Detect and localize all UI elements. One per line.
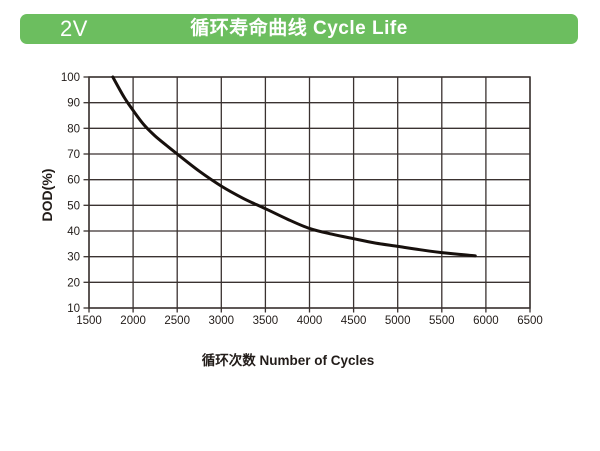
y-tick-label: 80 (67, 123, 80, 135)
chart-title: 循环寿命曲线 Cycle Life (190, 18, 408, 39)
x-tick-label: 4000 (297, 315, 323, 327)
y-tick-label: 20 (67, 277, 80, 289)
y-tick-label: 50 (67, 200, 80, 212)
header-bar: 2V 循环寿命曲线 Cycle Life (20, 14, 578, 44)
x-tick-label: 2000 (120, 315, 146, 327)
y-tick-label: 70 (67, 149, 80, 161)
y-tick-label: 90 (67, 98, 80, 110)
y-tick-label: 30 (67, 252, 80, 264)
x-tick-label: 4500 (341, 315, 367, 327)
plot-border (88, 76, 531, 309)
x-tick-label: 5000 (385, 315, 411, 327)
x-tick-label: 3500 (253, 315, 279, 327)
cycle-life-curve (111, 75, 477, 258)
y-tick-label: 60 (67, 175, 80, 187)
x-tick-label: 3000 (209, 315, 235, 327)
x-tick-label: 6000 (473, 315, 499, 327)
y-tick-label: 40 (67, 226, 80, 238)
x-tick-label: 5500 (429, 315, 455, 327)
x-axis-label: 循环次数 Number of Cycles (201, 353, 375, 368)
y-tick-label: 10 (67, 303, 80, 315)
y-tick-label: 100 (61, 72, 80, 84)
voltage-badge: 2V (60, 16, 88, 41)
x-tick-label: 6500 (517, 315, 543, 327)
x-tick-label: 1500 (76, 315, 102, 327)
y-axis-label: DOD(%) (39, 168, 55, 222)
x-tick-label: 2500 (164, 315, 190, 327)
